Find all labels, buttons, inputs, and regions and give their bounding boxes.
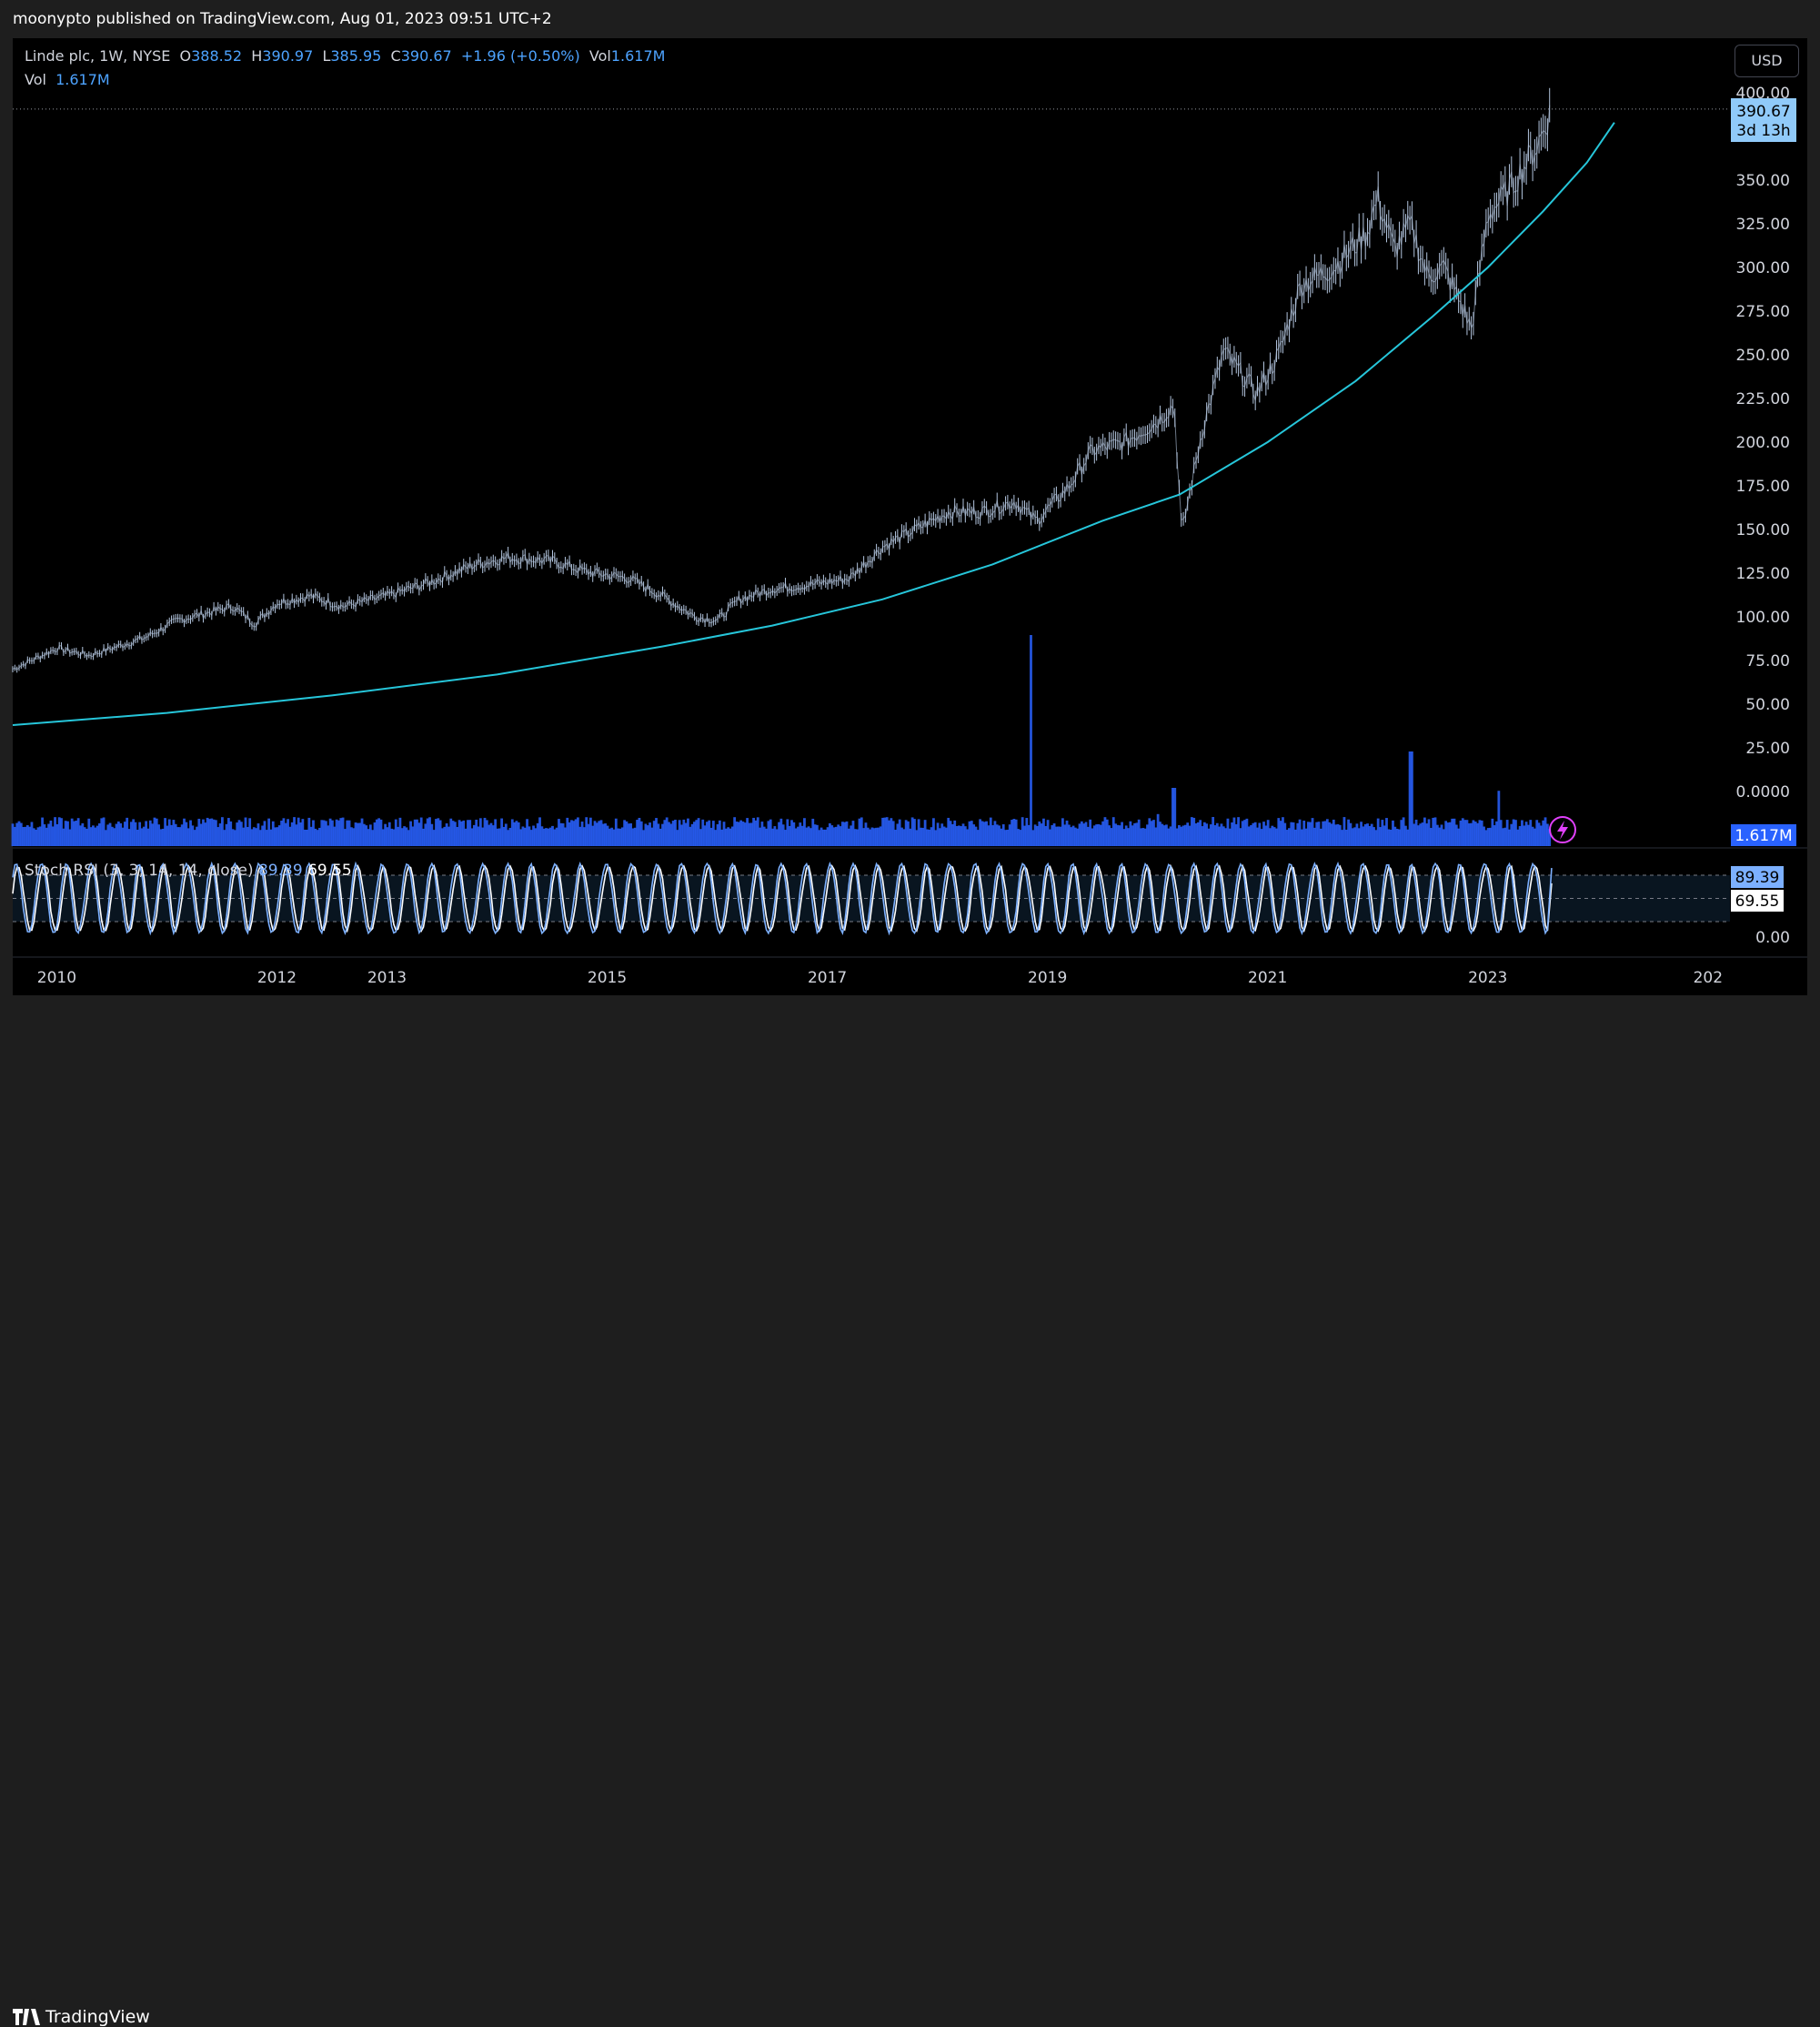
tradingview-logo[interactable]: TradingView bbox=[13, 2007, 150, 2027]
symbol-label[interactable]: Linde plc, 1W, NYSE bbox=[25, 47, 171, 65]
tradingview-logo-icon bbox=[13, 2009, 40, 2025]
footer: TradingView bbox=[0, 995, 1820, 2027]
ohlc-legend: Linde plc, 1W, NYSE O388.52 H390.97 L385… bbox=[25, 47, 665, 65]
close-label: C bbox=[390, 47, 401, 65]
top-bar: moonypto published on TradingView.com, A… bbox=[0, 0, 1820, 38]
tradingview-brand: TradingView bbox=[45, 2007, 150, 2027]
change-value: +1.96 (+0.50%) bbox=[460, 47, 580, 65]
volume-legend: Vol 1.617M bbox=[25, 71, 110, 88]
high-label: H bbox=[251, 47, 263, 65]
low-label: L bbox=[322, 47, 331, 65]
volume-legend-value: 1.617M bbox=[55, 71, 110, 88]
high-value: 390.97 bbox=[262, 47, 314, 65]
low-value: 385.95 bbox=[330, 47, 382, 65]
volume-label: Vol bbox=[588, 47, 611, 65]
volume-value: 1.617M bbox=[610, 47, 666, 65]
volume-legend-label[interactable]: Vol bbox=[25, 71, 46, 88]
publish-line: moonypto published on TradingView.com, A… bbox=[13, 10, 552, 28]
chart-frame[interactable]: Linde plc, 1W, NYSE O388.52 H390.97 L385… bbox=[13, 38, 1807, 995]
open-label: O bbox=[179, 47, 192, 65]
close-value: 390.67 bbox=[400, 47, 452, 65]
currency-button[interactable]: USD bbox=[1735, 45, 1799, 77]
open-value: 388.52 bbox=[191, 47, 243, 65]
